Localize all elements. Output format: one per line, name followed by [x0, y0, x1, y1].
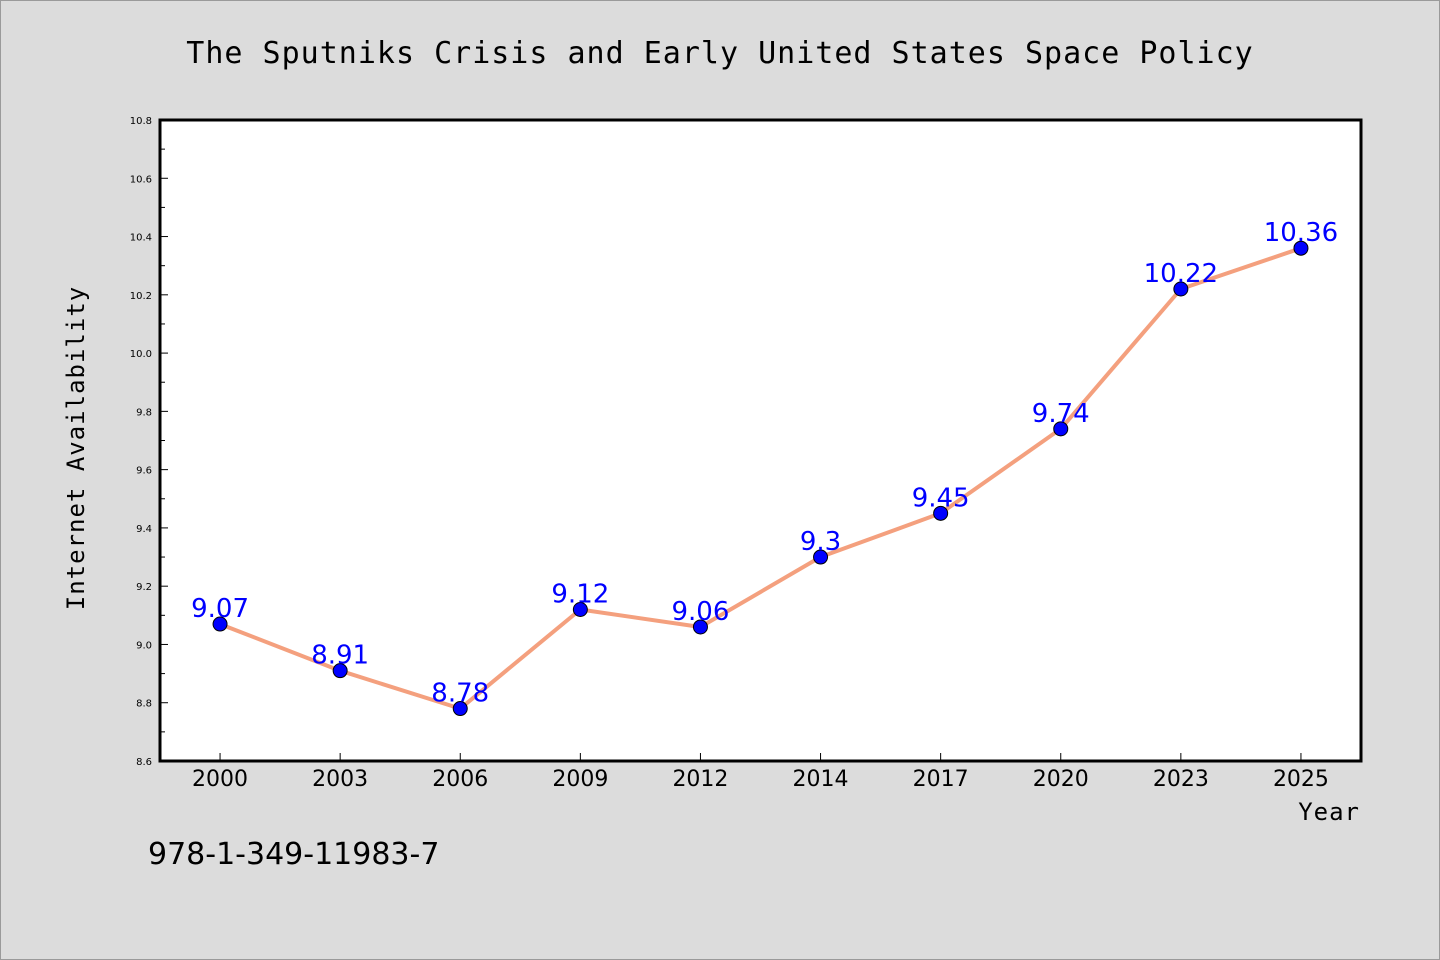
y-tick-label: 10.2	[130, 291, 152, 302]
data-point	[212, 616, 228, 632]
data-point	[1173, 281, 1189, 297]
data-point	[933, 505, 949, 521]
y-tick-label: 10.0	[130, 349, 152, 360]
series-line	[219, 246, 1302, 711]
x-tick-label: 2000	[192, 767, 248, 792]
data-labels: 9.07 8.91 8.78 9.12 9.06 9.3 9.45 9.74 10.22 10.3…	[191, 218, 1338, 708]
y-tick-label: 9.4	[136, 524, 152, 535]
data-label: 9.3	[800, 527, 841, 557]
y-tick-label: 9.8	[136, 407, 152, 418]
data-point	[572, 601, 588, 617]
x-tick-label: 2009	[552, 767, 608, 792]
x-tick-label: 2023	[1153, 767, 1209, 792]
data-point	[1293, 240, 1309, 256]
x-tick-label: 2006	[432, 767, 488, 792]
y-tick-label: 10.6	[130, 174, 152, 185]
y-tick-label: 8.8	[136, 699, 152, 710]
chart-title: The Sputniks Crisis and Early United Sta…	[186, 36, 1253, 71]
x-axis-label: Year	[1298, 798, 1360, 826]
data-point	[332, 663, 348, 679]
x-tick-label: 2012	[672, 767, 728, 792]
data-label: 8.78	[431, 679, 489, 709]
data-point	[1053, 421, 1069, 437]
data-label: 9.45	[912, 483, 970, 513]
x-tick-label: 2020	[1033, 767, 1089, 792]
isbn-text: 978-1-349-11983-7	[148, 837, 439, 872]
data-label: 9.07	[191, 594, 249, 624]
data-label: 9.74	[1032, 399, 1090, 429]
data-point	[692, 619, 708, 635]
y-tick-label: 10.8	[130, 116, 152, 127]
data-label: 10.36	[1264, 218, 1338, 248]
data-label: 10.22	[1144, 259, 1218, 289]
y-axis-label: Internet Availability	[62, 286, 90, 610]
x-tick-label: 2017	[913, 767, 969, 792]
data-label: 8.91	[311, 641, 369, 671]
x-axis: 2000 2003 2006 2009 2012 2014 2017 2020 2023 2025	[192, 753, 1329, 792]
series-markers	[212, 240, 1309, 717]
y-tick-label: 9.0	[136, 640, 152, 651]
y-tick-label: 9.2	[136, 582, 152, 593]
y-axis: 8.6 8.8 9.0 9.2 9.4 9.6 9.8 10.0 10.2 10.4 10.6 10.…	[130, 116, 168, 768]
x-tick-label: 2014	[793, 767, 849, 792]
x-tick-label: 2003	[312, 767, 368, 792]
x-tick-label: 2025	[1273, 767, 1329, 792]
data-point	[813, 549, 829, 565]
y-tick-label: 8.6	[136, 757, 152, 768]
data-point	[452, 701, 468, 717]
y-tick-label: 9.6	[136, 466, 152, 477]
y-tick-label: 10.4	[130, 233, 152, 244]
plot-area	[158, 118, 1363, 763]
data-label: 9.12	[551, 579, 609, 609]
data-label: 9.06	[672, 597, 730, 627]
